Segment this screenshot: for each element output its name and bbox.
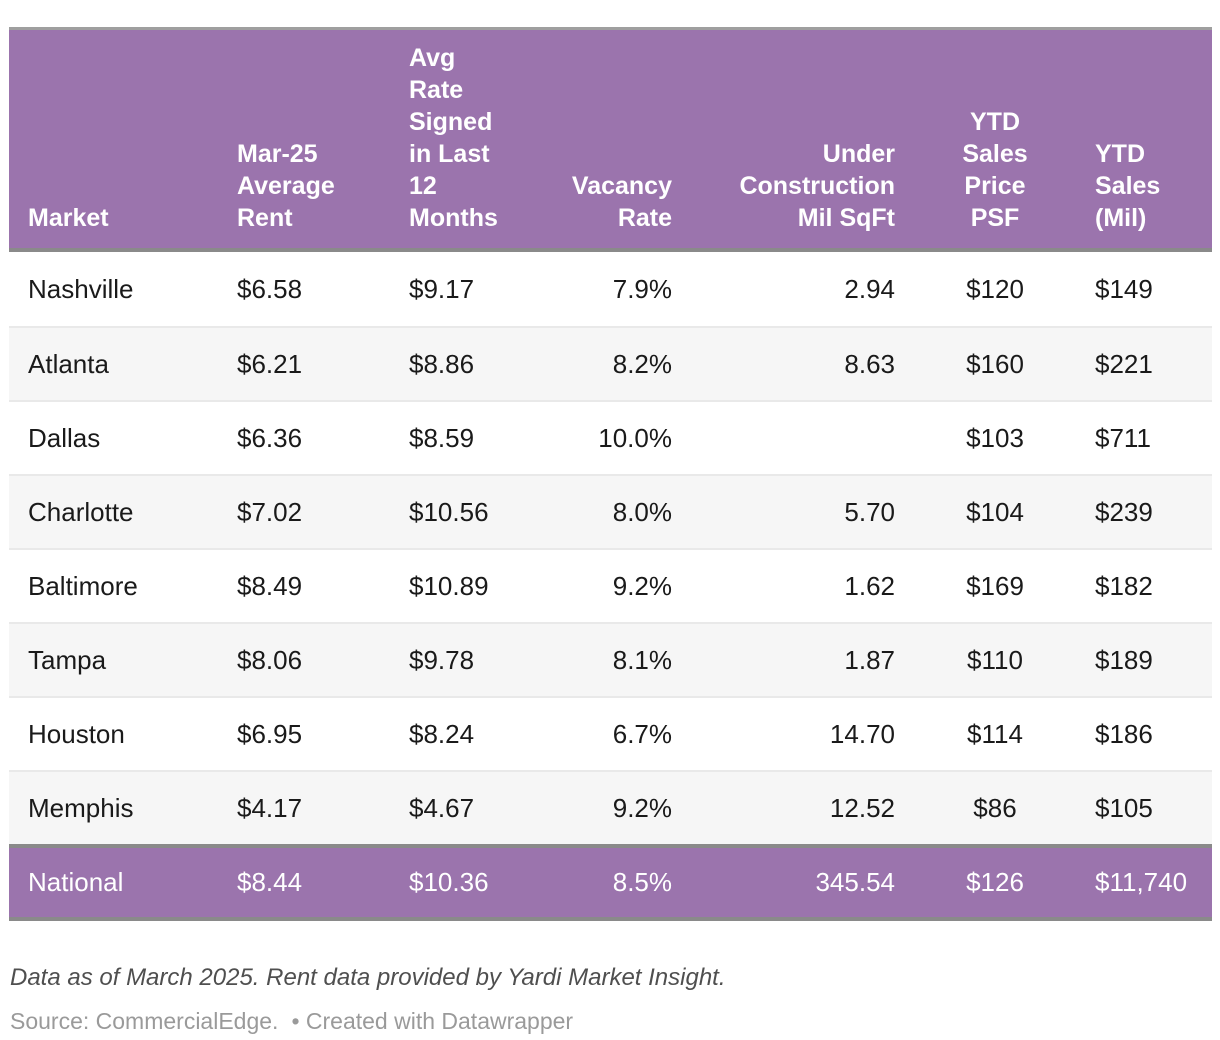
table-cell: 7.9% [612,273,672,304]
table-cell: 8.2% [612,348,672,379]
market-name-cell: Dallas [28,422,101,453]
table-cell: 1.87 [844,644,895,675]
table-cell: $8.44 [237,867,303,897]
column-header: YTD Sales (Mil) [1095,140,1161,232]
market-name-cell: Tampa [28,644,107,675]
market-name-cell: Memphis [28,792,134,823]
table-cell: $10.56 [409,496,489,527]
table-cell: $182 [1095,570,1153,601]
column-header: Under Construction Mil SqFt [739,140,895,232]
table-cell: $6.58 [237,273,303,304]
table-row: Memphis $4.17 $4.67 9.2% 12.52 $86 $105 [9,770,1212,844]
table-cell: 8.1% [612,644,672,675]
table-row: Tampa $8.06 $9.78 8.1% 1.87 $110 $189 [9,622,1212,696]
table-row: Dallas $6.36 $8.59 10.0% $103 $711 [9,400,1212,474]
table-header-row: Market Mar-25 Average Rent Avg Rate Signed… [9,30,1212,252]
datawrapper-attribution-link[interactable]: • Created with Datawrapper [291,1008,574,1034]
table-cell: $10.36 [409,867,489,897]
table-cell: $110 [967,644,1023,675]
market-name-cell: Houston [28,718,125,749]
table-cell: 9.2% [612,570,672,601]
table-row-national: National $8.44 $10.36 8.5% 345.54 $126 $11,740 [9,844,1212,921]
table-cell: 1.62 [844,570,895,601]
market-data-table: Market Mar-25 Average Rent Avg Rate Signed… [9,27,1212,921]
table-cell: $9.17 [409,273,475,304]
table-cell: 12.52 [829,792,895,823]
table-cell: $8.59 [409,422,475,453]
table-cell: 8.0% [612,496,672,527]
table-row: Charlotte $7.02 $10.56 8.0% 5.70 $104 $239 [9,474,1212,548]
table-cell: 5.70 [844,496,895,527]
table-row: Atlanta $6.21 $8.86 8.2% 8.63 $160 $221 [9,326,1212,400]
table-cell: 345.54 [815,867,895,897]
table-cell: $7.02 [237,496,303,527]
table-cell: $6.95 [237,718,303,749]
column-header: Vacancy Rate [571,172,672,232]
table-cell: $711 [1095,422,1151,453]
table-cell: $9.78 [409,644,475,675]
table-cell: $8.49 [237,570,303,601]
table-cell: 2.94 [844,273,895,304]
table-cell: $169 [966,570,1024,601]
table-cell: $149 [1095,273,1153,304]
table-cell: $104 [966,496,1024,527]
table-cell: $6.21 [237,348,303,379]
market-name-cell: National [28,867,124,897]
table-cell: $186 [1095,718,1153,749]
table-row: Baltimore $8.49 $10.89 9.2% 1.62 $169 $182 [9,548,1212,622]
table-cell: $189 [1095,644,1153,675]
table-footer: Data as of March 2025. Rent data provide… [9,962,1212,1036]
table-cell: $4.67 [409,792,475,823]
table-cell: $8.86 [409,348,475,379]
table-cell: $11,740 [1095,867,1188,897]
source-line: Source: CommercialEdge. • Created with Da… [10,1006,1212,1036]
market-name-cell: Baltimore [28,570,138,601]
table-cell: $8.06 [237,644,303,675]
table-row: Nashville $6.58 $9.17 7.9% 2.94 $120 $149 [9,252,1212,326]
table-cell: $105 [1095,792,1153,823]
table-cell: $6.36 [237,422,303,453]
market-name-cell: Nashville [28,273,134,304]
market-name-cell: Charlotte [28,496,134,527]
table-body: Nashville $6.58 $9.17 7.9% 2.94 $120 $149 Atlan… [9,252,1212,921]
table-row: Houston $6.95 $8.24 6.7% 14.70 $114 $186 [9,696,1212,770]
column-header: Market [28,204,109,232]
table-cell: $160 [966,348,1024,379]
table-cell: $114 [967,718,1023,749]
column-header: Avg Rate Signed in Last 12 Months [409,44,498,232]
table-cell: 14.70 [829,718,895,749]
column-header: YTD Sales Price PSF [962,108,1028,232]
table-cell: $4.17 [237,792,303,823]
table-cell: $10.89 [409,570,489,601]
market-name-cell: Atlanta [28,348,109,379]
table-cell: $239 [1095,496,1153,527]
column-header: Mar-25 Average Rent [237,140,335,232]
table-cell: 6.7% [612,718,672,749]
table-cell: $120 [966,273,1024,304]
table-cell: $103 [966,422,1024,453]
table-cell: $86 [973,792,1017,823]
footnote: Data as of March 2025. Rent data provide… [10,964,726,991]
table-cell: $221 [1095,348,1153,379]
table-cell: 10.0% [598,422,672,453]
table-cell: $8.24 [409,718,475,749]
table-cell: $126 [966,867,1024,897]
table-cell: 9.2% [612,792,672,823]
table-cell: 8.63 [844,348,895,379]
source-text: Source: CommercialEdge. [10,1008,279,1034]
table-cell: 8.5% [612,867,672,897]
